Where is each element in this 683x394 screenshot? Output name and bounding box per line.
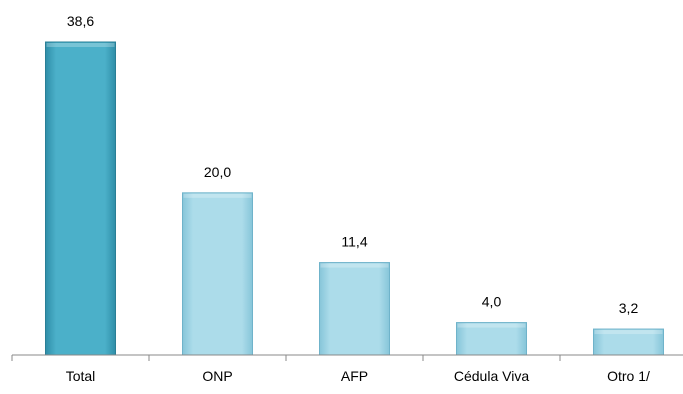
- category-labels-layer: Total ONP AFP Cédula Viva Otro 1/: [66, 368, 650, 384]
- bar-afp: [319, 262, 390, 356]
- value-labels-layer: 38,6 20,0 11,4 4,0 3,2: [67, 13, 639, 316]
- category-label-afp: AFP: [341, 368, 368, 384]
- value-label-total: 38,6: [67, 13, 94, 29]
- bar-highlight-cedula-viva: [457, 323, 526, 328]
- bar-onp: [182, 192, 253, 356]
- bars-layer: [45, 41, 664, 356]
- x-axis-ticks: [11, 355, 561, 361]
- value-label-afp: 11,4: [341, 234, 367, 250]
- bar-highlight-afp: [320, 263, 389, 268]
- category-label-total: Total: [66, 368, 96, 384]
- value-label-otro-1: 3,2: [619, 300, 639, 316]
- category-label-cedula-viva: Cédula Viva: [454, 368, 529, 384]
- bar-highlight-total: [46, 43, 115, 47]
- category-label-onp: ONP: [202, 368, 232, 384]
- bar-cedula-viva: [456, 322, 527, 356]
- bar-total: [45, 41, 116, 356]
- bar-highlight-otro-1: [594, 330, 663, 335]
- bar-otro-1: [593, 328, 664, 356]
- value-label-cedula-viva: 4,0: [482, 294, 502, 310]
- category-label-otro-1: Otro 1/: [607, 368, 650, 384]
- value-label-onp: 20,0: [204, 164, 231, 180]
- bar-highlight-onp: [183, 193, 252, 198]
